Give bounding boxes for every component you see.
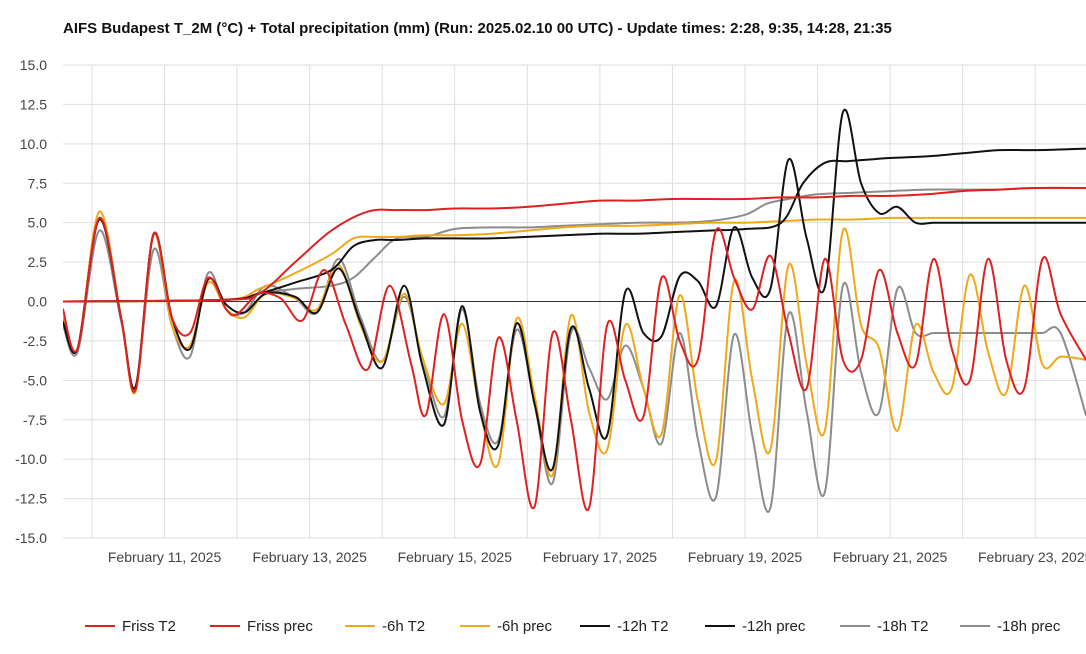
legend-label: -6h T2 [382, 618, 425, 635]
y-tick-label: 15.0 [20, 57, 47, 73]
legend-item[interactable]: -18h T2 [840, 618, 928, 635]
legend-label: -18h prec [997, 618, 1061, 635]
x-tick-label: February 21, 2025 [833, 549, 948, 565]
series-lines [63, 108, 1086, 513]
y-tick-label: -12.5 [15, 491, 47, 507]
legend-item[interactable]: -18h prec [960, 618, 1061, 635]
legend-item[interactable]: Friss T2 [85, 618, 176, 635]
series-line-12h-prec [63, 147, 1086, 303]
y-tick-label: -7.5 [23, 412, 47, 428]
legend-item[interactable]: Friss prec [210, 618, 313, 635]
chart-title: AIFS Budapest T_2M (°C) + Total precipit… [63, 20, 892, 37]
legend-label: -12h prec [742, 618, 806, 635]
y-tick-label: -5.0 [23, 372, 47, 388]
x-tick-label: February 11, 2025 [108, 549, 222, 565]
series-line-friss-t2 [63, 216, 1086, 512]
legend-item[interactable]: -12h prec [705, 618, 806, 635]
axes: 15.0 12.5 10.0 7.5 5.0 2.5 0.0 -2.5 -5.0 -7.5 -10.… [15, 57, 1086, 565]
y-tick-label: -10.0 [15, 451, 47, 467]
legend-item[interactable]: -6h T2 [345, 618, 425, 635]
legend-item[interactable]: -12h T2 [580, 618, 668, 635]
series-line-18h-prec [63, 186, 1086, 303]
legend-item[interactable]: -6h prec [460, 618, 553, 635]
y-tick-label: 0.0 [28, 294, 48, 310]
x-tick-label: February 23, 2025 [978, 549, 1086, 565]
legend: Friss T2 Friss prec -6h T2 -6h prec -12h T2 -… [85, 618, 1061, 635]
legend-label: -18h T2 [877, 618, 928, 635]
grid [63, 64, 1086, 539]
y-tick-label: 10.0 [20, 136, 47, 152]
legend-label: Friss prec [247, 618, 313, 635]
y-tick-label: 5.0 [28, 215, 48, 231]
x-tick-label: February 13, 2025 [252, 549, 367, 565]
y-tick-label: 2.5 [28, 254, 48, 270]
series-line-friss-prec [63, 186, 1086, 303]
y-tick-label: 7.5 [28, 175, 48, 191]
legend-label: -12h T2 [617, 618, 668, 635]
y-tick-label: 12.5 [20, 96, 47, 112]
legend-label: Friss T2 [122, 618, 176, 635]
legend-label: -6h prec [497, 618, 553, 635]
y-tick-label: -2.5 [23, 333, 47, 349]
x-tick-label: February 15, 2025 [398, 549, 513, 565]
x-tick-label: February 17, 2025 [543, 549, 658, 565]
x-tick-label: February 19, 2025 [688, 549, 803, 565]
series-line-6h-prec [63, 216, 1086, 303]
y-tick-label: -15.0 [15, 530, 47, 546]
